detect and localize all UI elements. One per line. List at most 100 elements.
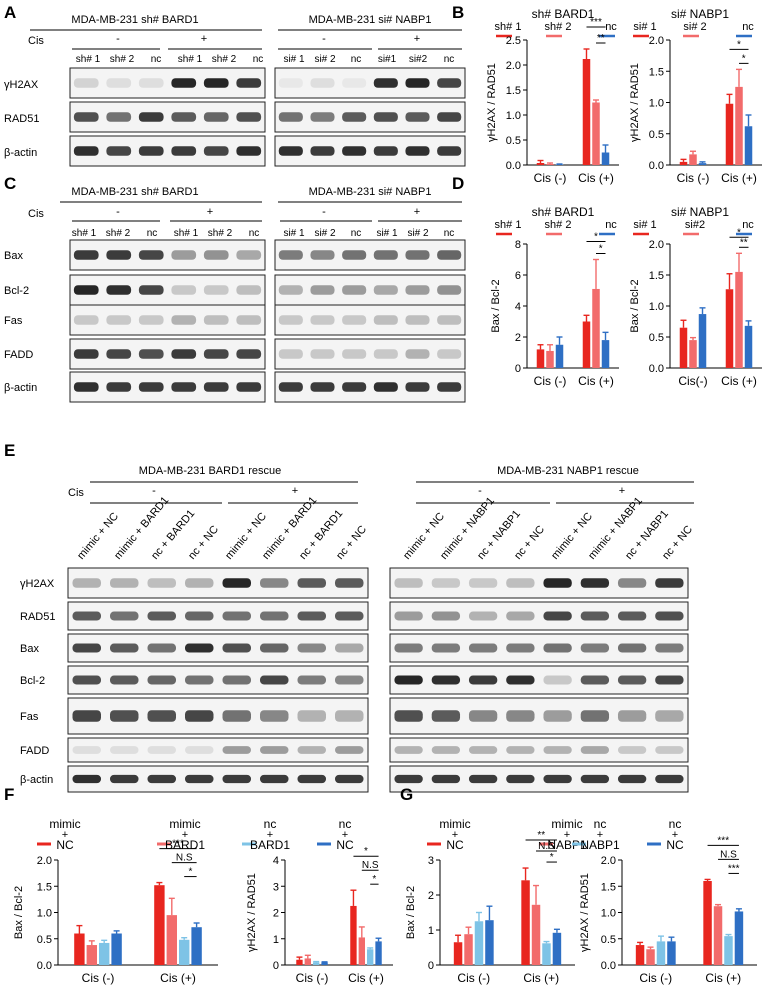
blot-frame <box>274 304 466 336</box>
blot-band <box>203 349 229 359</box>
blot-band <box>342 349 367 359</box>
western-blot-layer <box>67 67 689 793</box>
chart-title: sh# BARD1 <box>532 205 595 219</box>
blot-band <box>203 250 229 260</box>
legend-label: si# 1 <box>633 219 656 231</box>
blot-band <box>394 746 423 754</box>
blot-band <box>171 112 197 122</box>
y-tick-label: 2.0 <box>649 239 664 251</box>
bar <box>367 949 374 965</box>
blot-band <box>342 382 367 392</box>
blot-frame <box>274 338 466 370</box>
blot-band <box>185 578 214 588</box>
blot-band <box>73 382 99 392</box>
blot-e-left-2 <box>67 633 369 663</box>
lane-label: sh# 1 <box>178 54 203 65</box>
panel-e-row-label: γH2AX <box>20 578 55 590</box>
blot-e-right-6 <box>389 765 689 793</box>
bar <box>321 962 328 965</box>
significance-mark: *** <box>172 839 184 850</box>
panel-c-row-label: Fas <box>4 315 23 327</box>
blot-band <box>260 578 289 588</box>
blot-band <box>310 349 335 359</box>
x-tick-label: Cis (+) <box>578 374 614 388</box>
bar <box>111 933 122 965</box>
blot-band <box>110 578 139 588</box>
y-axis-label: Bax / Bcl-2 <box>629 279 641 332</box>
legend-label: NC <box>336 838 354 852</box>
blot-band <box>335 746 364 754</box>
y-tick-label: 3 <box>273 881 279 893</box>
blot-band <box>506 643 535 653</box>
lane-label: sh# 2 <box>212 54 237 65</box>
bar <box>582 59 591 165</box>
blot-band <box>617 611 647 621</box>
blot-band <box>185 774 214 784</box>
blot-band <box>394 710 423 722</box>
panel-c-row-label: Bcl-2 <box>4 285 29 297</box>
significance-mark: * <box>594 232 598 243</box>
blot-band <box>260 774 289 784</box>
blot-band <box>342 285 367 295</box>
lane-label: nc <box>151 54 162 65</box>
blot-band <box>655 578 684 588</box>
blot-band <box>222 643 251 653</box>
blot-band <box>394 643 423 653</box>
blot-band <box>278 315 303 325</box>
blot-band <box>73 112 99 122</box>
significance-mark: N.S <box>362 860 379 871</box>
bar <box>531 904 541 965</box>
legend-label: NC <box>56 838 74 852</box>
bar <box>679 327 688 368</box>
legend-plus: + <box>564 829 570 841</box>
bar <box>485 920 494 965</box>
blot-band <box>203 382 229 392</box>
cis-minus: - <box>152 485 156 497</box>
lane-label: nc <box>253 54 264 65</box>
legend-group-label: nc <box>594 817 607 831</box>
blot-band <box>335 643 364 653</box>
bar <box>358 937 365 965</box>
blot-band <box>437 112 462 122</box>
bar-chart-b1: 0.0 0.5 1.0 1.5 2.0 2.5 γH2AX / RAD51 Cis (-) Ci… <box>486 17 619 185</box>
y-axis-label: Bax / Bcl-2 <box>13 886 25 939</box>
blot-band <box>203 112 229 122</box>
bar <box>546 164 554 165</box>
x-tick-label: Cis (+) <box>721 171 757 185</box>
blot-band <box>236 285 262 295</box>
lane-label: nc + NC <box>660 523 695 561</box>
lane-label: si# 1 <box>283 54 305 65</box>
blot-e-right-5 <box>389 737 689 763</box>
y-tick-label: 1.5 <box>37 881 52 893</box>
lane-label: nc <box>351 228 362 239</box>
blot-frame <box>69 135 266 167</box>
blot-band <box>222 774 251 784</box>
blot-band <box>236 112 262 122</box>
blot-band <box>278 382 303 392</box>
cis-plus: + <box>207 206 213 218</box>
cis-label: Cis <box>68 487 84 499</box>
cis-minus: - <box>322 33 326 45</box>
y-tick-label: 0.5 <box>506 135 521 147</box>
blot-band <box>437 250 462 260</box>
blot-band <box>335 578 364 588</box>
blot-band <box>138 315 164 325</box>
blot-band <box>437 285 462 295</box>
cis-minus: - <box>322 206 326 218</box>
y-axis-label: γH2AX / RAD51 <box>246 873 258 952</box>
bar <box>725 103 734 165</box>
blot-a-left-2 <box>69 135 266 167</box>
significance-mark: * <box>742 53 746 64</box>
blot-band <box>110 746 139 754</box>
blot-band <box>468 578 498 588</box>
blot-band <box>617 746 647 754</box>
x-tick-label: Cis (-) <box>534 171 567 185</box>
blot-band <box>405 146 430 156</box>
bar <box>166 915 177 965</box>
blot-band <box>431 710 461 722</box>
blot-band <box>138 112 164 122</box>
blot-band <box>335 774 364 784</box>
blot-band <box>222 611 251 621</box>
blot-band <box>310 285 335 295</box>
